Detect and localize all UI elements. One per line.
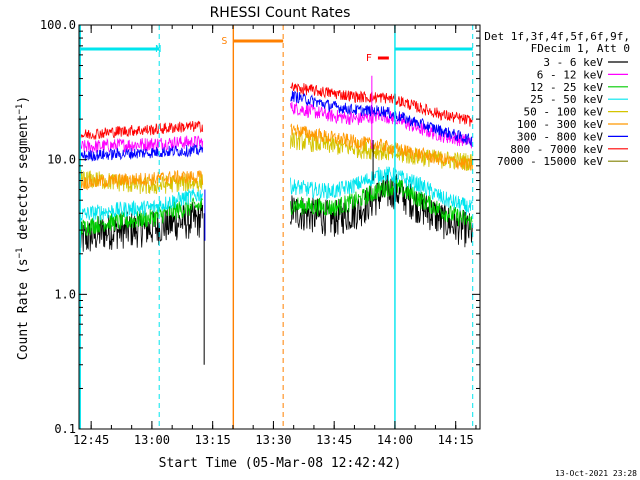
annotation-night: N — [79, 25, 474, 429]
y-tick-label: 100.0 — [40, 18, 76, 32]
x-tick-label: 13:30 — [255, 433, 291, 447]
flare-spike — [203, 75, 374, 365]
legend-entry-label: 6 - 12 keV — [537, 68, 604, 81]
annotation-saa: S — [221, 25, 284, 429]
series-trace — [79, 187, 204, 222]
plot-timestamp: 13-Oct-2021 23:28 — [555, 469, 637, 478]
legend-entry-label: 800 - 7000 keV — [510, 143, 603, 156]
x-tick-label: 14:15 — [438, 433, 474, 447]
annotation-label: S — [221, 36, 227, 47]
legend-header-line-2: FDecim 1, Att 0 — [531, 42, 630, 55]
series-trace — [79, 202, 204, 252]
legend-entry-label: 25 - 50 keV — [530, 93, 603, 106]
series-trace — [290, 82, 473, 127]
series-trace — [79, 170, 204, 191]
series-trace — [79, 143, 204, 162]
series-trace — [79, 135, 204, 153]
series-800-7000-kev — [79, 82, 473, 140]
y-tick-label: 10.0 — [47, 153, 76, 167]
y-axis-label: Count Rate (s−1 detector segment−1) — [15, 96, 31, 360]
annotation-label: F — [366, 53, 372, 64]
legend-entry-label: 100 - 300 keV — [517, 118, 603, 131]
y-tick-label: 0.1 — [54, 422, 76, 436]
series-trace — [290, 123, 473, 171]
series-trace — [290, 166, 473, 215]
chart-title: RHESSI Count Rates — [210, 5, 351, 21]
series-trace — [290, 90, 473, 147]
series-300-800-kev — [79, 90, 473, 162]
annotation-flare: F — [366, 53, 389, 64]
x-axis-label: Start Time (05-Mar-08 12:42:42) — [159, 456, 402, 471]
x-tick-label: 13:00 — [134, 433, 170, 447]
x-tick-label: 13:45 — [316, 433, 352, 447]
series-trace — [79, 120, 204, 140]
legend-header-line-1: Det 1f,3f,4f,5f,6f,9f, — [484, 30, 630, 43]
series-3-6-kev — [79, 174, 473, 252]
annotation-markers: N S F — [79, 25, 474, 429]
legend: Det 1f,3f,4f,5f,6f,9f,FDecim 1, Att 03 -… — [484, 30, 630, 168]
series-trace — [290, 178, 473, 231]
y-tick-label: 1.0 — [54, 287, 76, 301]
x-tick-label: 13:15 — [195, 433, 231, 447]
series-50-100-kev — [79, 131, 473, 195]
annotation-label: N — [155, 44, 161, 55]
axes: 0.1 1.0 10.0 100.0 12:45 13:00 13:15 13:30 13:45… — [40, 18, 481, 447]
legend-entry-label: 12 - 25 keV — [530, 81, 603, 94]
x-tick-label: 12:45 — [73, 433, 109, 447]
legend-entry-label: 7000 - 15000 keV — [497, 155, 603, 168]
series-trace — [290, 131, 473, 171]
plot-area — [79, 75, 473, 365]
x-tick-label: 14:00 — [377, 433, 413, 447]
series-25-50-kev — [79, 166, 473, 222]
series-100-300-kev — [79, 123, 473, 191]
legend-entry-label: 50 - 100 keV — [524, 106, 604, 119]
legend-entry-label: 3 - 6 keV — [543, 56, 603, 69]
legend-entry-label: 300 - 800 keV — [517, 130, 603, 143]
plot-frame — [78, 24, 481, 430]
